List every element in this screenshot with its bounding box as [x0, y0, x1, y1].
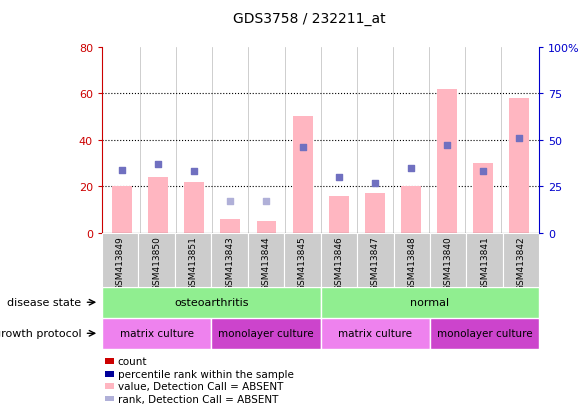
Text: GSM413844: GSM413844 [262, 236, 271, 290]
Text: GSM413840: GSM413840 [444, 236, 452, 291]
Bar [211, 233, 248, 287]
Bar [394, 233, 430, 287]
Bar [510, 99, 529, 233]
Point [334, 174, 343, 181]
Text: GSM413847: GSM413847 [371, 236, 380, 291]
Text: GSM413850: GSM413850 [152, 236, 161, 291]
Bar [257, 222, 276, 233]
Point [515, 135, 524, 142]
Bar [220, 219, 240, 233]
Point [189, 169, 199, 175]
Bar [102, 233, 138, 287]
Point [117, 167, 127, 173]
Point [153, 161, 163, 168]
Point [479, 169, 488, 175]
Bar [321, 233, 357, 287]
Bar [184, 182, 204, 233]
Point [442, 143, 452, 150]
Bar [437, 89, 457, 233]
Point [226, 199, 235, 205]
Text: GSM413845: GSM413845 [298, 236, 307, 291]
Bar [248, 233, 284, 287]
Text: GSM413848: GSM413848 [408, 236, 416, 291]
Text: osteoarthritis: osteoarthritis [174, 297, 248, 308]
Bar [430, 318, 539, 349]
Text: GSM413851: GSM413851 [189, 236, 198, 291]
Text: GDS3758 / 232211_at: GDS3758 / 232211_at [233, 12, 385, 26]
Point [262, 199, 271, 205]
Text: disease state: disease state [8, 297, 82, 308]
Bar [430, 233, 466, 287]
Text: normal: normal [410, 297, 449, 308]
Text: GSM413843: GSM413843 [225, 236, 234, 291]
Text: monolayer culture: monolayer culture [218, 328, 314, 339]
Point [298, 145, 307, 151]
Bar [466, 233, 503, 287]
Text: matrix culture: matrix culture [120, 328, 194, 339]
Text: rank, Detection Call = ABSENT: rank, Detection Call = ABSENT [118, 394, 278, 404]
Bar [284, 233, 321, 287]
Bar [357, 233, 394, 287]
Bar [365, 194, 385, 233]
Bar [148, 178, 168, 233]
Point [406, 165, 416, 172]
Text: GSM413846: GSM413846 [335, 236, 343, 291]
Bar [293, 117, 312, 233]
Bar [503, 233, 539, 287]
Bar [401, 187, 421, 233]
Text: GSM413849: GSM413849 [116, 236, 125, 291]
Text: GSM413842: GSM413842 [517, 236, 525, 290]
Text: GSM413841: GSM413841 [480, 236, 489, 291]
Text: percentile rank within the sample: percentile rank within the sample [118, 369, 294, 379]
Text: matrix culture: matrix culture [338, 328, 412, 339]
Point [370, 180, 380, 187]
Text: monolayer culture: monolayer culture [437, 328, 532, 339]
Text: count: count [118, 356, 147, 366]
Bar [138, 233, 175, 287]
Bar [102, 287, 321, 318]
Text: value, Detection Call = ABSENT: value, Detection Call = ABSENT [118, 381, 283, 391]
Bar [102, 318, 211, 349]
Text: growth protocol: growth protocol [0, 328, 82, 339]
Bar [473, 164, 493, 233]
Bar [321, 318, 430, 349]
Bar [329, 196, 349, 233]
Bar [211, 318, 321, 349]
Bar [175, 233, 211, 287]
Bar [321, 287, 539, 318]
Bar [112, 187, 132, 233]
